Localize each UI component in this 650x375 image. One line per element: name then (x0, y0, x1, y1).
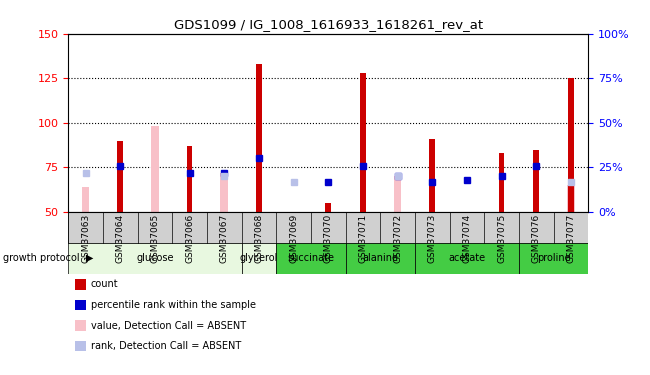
Text: GSM37065: GSM37065 (150, 214, 159, 263)
Text: GSM37071: GSM37071 (358, 214, 367, 263)
Text: percentile rank within the sample: percentile rank within the sample (91, 300, 256, 310)
Text: acetate: acetate (448, 253, 486, 263)
Text: value, Detection Call = ABSENT: value, Detection Call = ABSENT (91, 321, 246, 330)
Text: GSM37072: GSM37072 (393, 214, 402, 263)
Text: GSM37069: GSM37069 (289, 214, 298, 263)
Text: glucose: glucose (136, 253, 174, 263)
Text: GSM37070: GSM37070 (324, 214, 333, 263)
Bar (276, 243, 346, 274)
Text: GSM37066: GSM37066 (185, 214, 194, 263)
Text: GSM37077: GSM37077 (566, 214, 575, 263)
Bar (151, 126, 159, 212)
Bar (68, 243, 242, 274)
Text: GSM37073: GSM37073 (428, 214, 437, 263)
Title: GDS1099 / IG_1008_1616933_1618261_rev_at: GDS1099 / IG_1008_1616933_1618261_rev_at (174, 18, 483, 31)
Text: succinate: succinate (287, 253, 334, 263)
Bar (187, 146, 192, 212)
Bar (394, 176, 402, 212)
Bar (118, 141, 123, 212)
Bar (82, 187, 90, 212)
Bar (430, 139, 435, 212)
Bar (360, 73, 366, 212)
Bar (568, 78, 574, 212)
Bar (415, 243, 519, 274)
Text: glycerol: glycerol (240, 253, 278, 263)
Text: GSM37075: GSM37075 (497, 214, 506, 263)
Bar (242, 243, 276, 274)
Text: GSM37063: GSM37063 (81, 214, 90, 263)
Bar (519, 243, 588, 274)
Text: count: count (91, 279, 118, 289)
Bar (534, 150, 539, 212)
Text: GSM37067: GSM37067 (220, 214, 229, 263)
Text: GSM37064: GSM37064 (116, 214, 125, 263)
Bar (567, 185, 575, 212)
Bar (499, 153, 504, 212)
Text: rank, Detection Call = ABSENT: rank, Detection Call = ABSENT (91, 341, 241, 351)
Text: proline: proline (537, 253, 571, 263)
Text: alanine: alanine (362, 253, 398, 263)
Text: GSM37076: GSM37076 (532, 214, 541, 263)
Bar (220, 172, 228, 212)
Bar (68, 212, 588, 243)
Bar (326, 203, 331, 212)
Bar (256, 64, 262, 212)
Text: GSM37068: GSM37068 (254, 214, 263, 263)
Bar (346, 243, 415, 274)
Text: growth protocol  ▶: growth protocol ▶ (3, 253, 94, 263)
Text: GSM37074: GSM37074 (462, 214, 471, 263)
